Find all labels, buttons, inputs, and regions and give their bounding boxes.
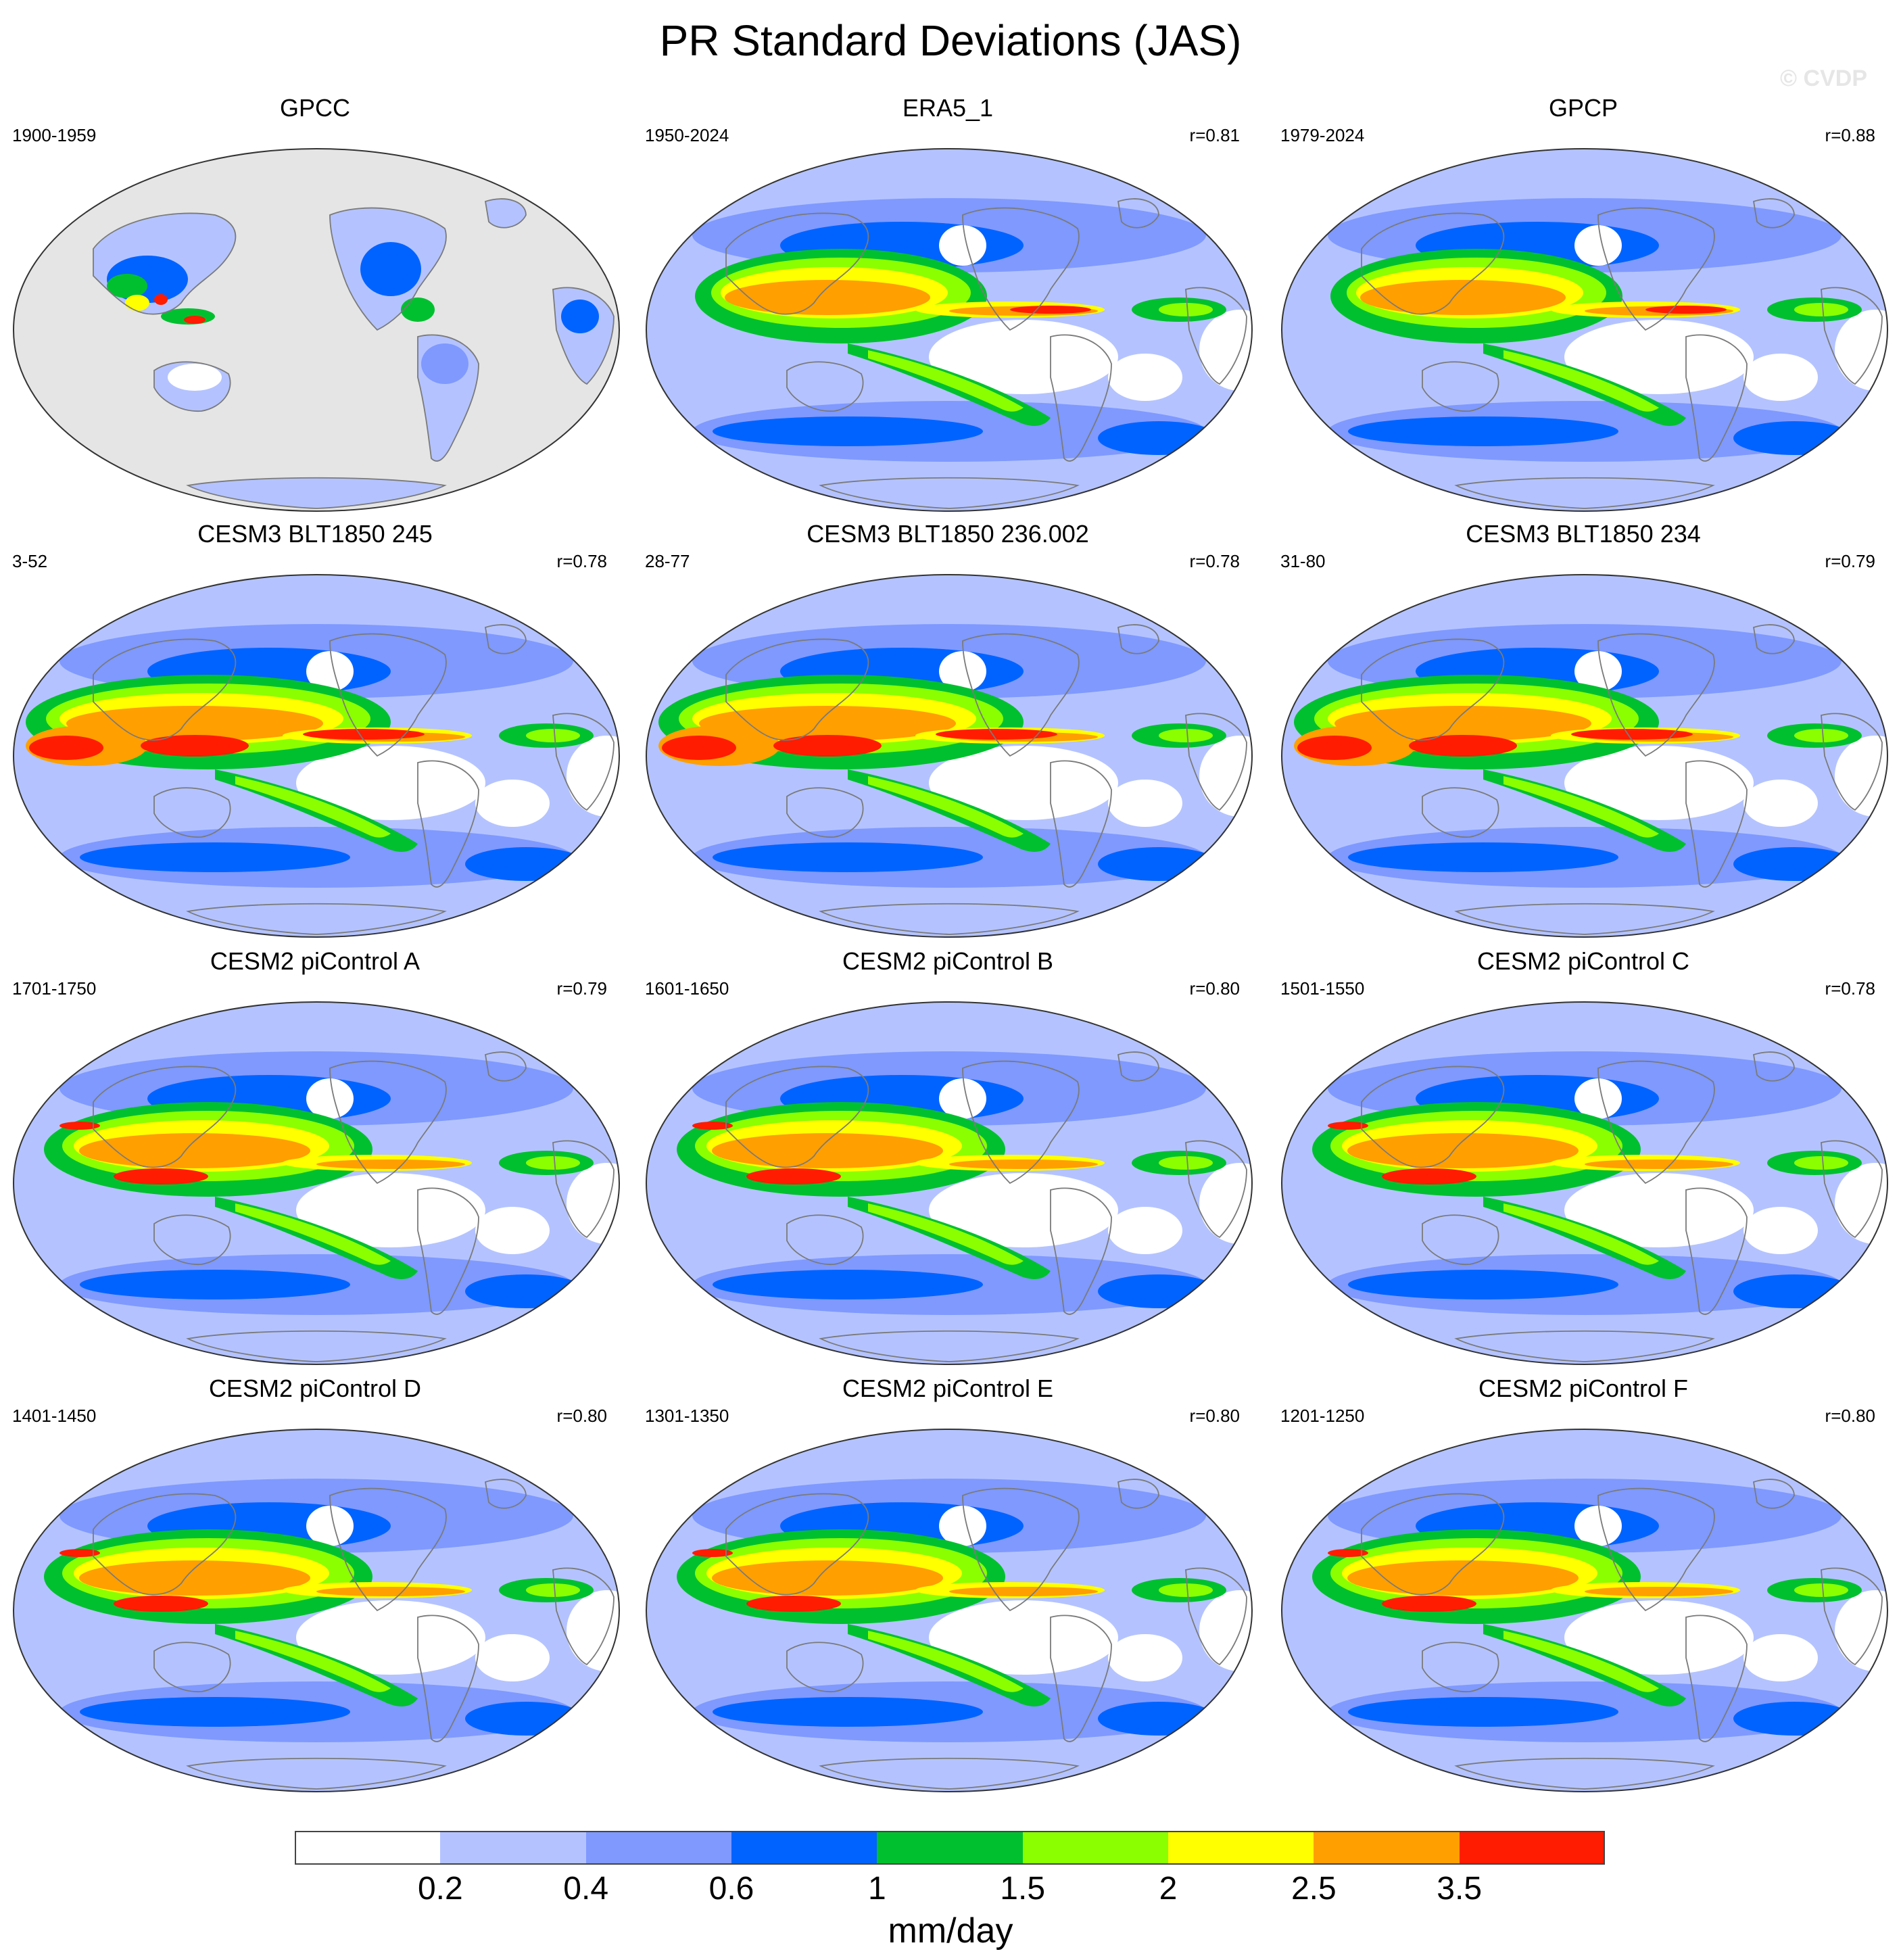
panel-correlation: r=0.88 [1825, 125, 1875, 145]
panel-correlation: r=0.81 [1189, 125, 1240, 145]
colorbar-tick-label: 3.5 [1437, 1871, 1483, 1907]
panel-period: 1979-2024 [1280, 125, 1365, 145]
panel-period: 1201-1250 [1280, 1406, 1365, 1426]
colorbar-swatch [1459, 1831, 1605, 1865]
colorbar-swatch [585, 1831, 731, 1865]
panel-period: 1301-1350 [645, 1406, 729, 1426]
projection-map [646, 1001, 1253, 1365]
map-panel: CESM2 piControl B 1601-1650 r=0.80 [637, 947, 1259, 1366]
panel-title: CESM3 BLT1850 234 [1466, 520, 1701, 548]
panel-correlation: r=0.80 [556, 1406, 607, 1426]
panel-period: 1501-1550 [1280, 978, 1365, 999]
panel-title: CESM2 piControl B [842, 947, 1054, 975]
colorbar-swatch [1314, 1831, 1460, 1865]
map-panel: CESM2 piControl D 1401-1450 r=0.80 [4, 1374, 626, 1793]
projection-map [13, 1429, 620, 1792]
colorbar-swatch [1168, 1831, 1314, 1865]
map-panel: CESM3 BLT1850 245 3-52 r=0.78 [4, 519, 626, 938]
colorbar-swatch [1022, 1831, 1168, 1865]
map-panel: CESM2 piControl A 1701-1750 r=0.79 [4, 947, 626, 1366]
projection-map [13, 148, 620, 512]
colorbar-tick-label: 1.5 [1000, 1871, 1046, 1907]
panel-correlation: r=0.79 [556, 978, 607, 999]
colorbar-swatch [877, 1831, 1023, 1865]
colorbar [295, 1831, 1605, 1866]
colorbar-tick-label: 0.6 [708, 1871, 754, 1907]
panel-correlation: r=0.78 [1825, 978, 1875, 999]
panel-period: 1601-1650 [645, 978, 729, 999]
panel-title: CESM2 piControl E [842, 1375, 1054, 1402]
projection-map [13, 574, 620, 938]
map-panel: GPCP 1979-2024 r=0.88 [1272, 93, 1894, 512]
colorbar-swatch [731, 1831, 877, 1865]
panel-correlation: r=0.80 [1189, 978, 1240, 999]
figure-title: PR Standard Deviations (JAS) [659, 16, 1242, 65]
panel-title: CESM2 piControl F [1478, 1375, 1689, 1402]
cvdp-watermark: © CVDP [1780, 66, 1867, 91]
map-panel: CESM3 BLT1850 236.002 28-77 r=0.78 [637, 519, 1259, 938]
map-panel: CESM2 piControl F 1201-1250 r=0.80 [1272, 1374, 1894, 1793]
map-panel: CESM2 piControl C 1501-1550 r=0.78 [1272, 947, 1894, 1366]
panel-title: CESM2 piControl D [208, 1375, 422, 1402]
projection-map [646, 1429, 1253, 1792]
panel-period: 1950-2024 [645, 125, 729, 145]
panel-correlation: r=0.80 [1825, 1406, 1875, 1426]
panel-period: 1401-1450 [12, 1406, 97, 1426]
colorbar-units: mm/day [888, 1911, 1013, 1951]
panel-period: 3-52 [12, 551, 48, 571]
panel-period: 28-77 [645, 551, 690, 571]
projection-map [13, 1001, 620, 1365]
map-panel: CESM3 BLT1850 234 31-80 r=0.79 [1272, 519, 1894, 938]
panel-title: ERA5_1 [902, 94, 994, 122]
panel-title: CESM3 BLT1850 245 [197, 520, 433, 548]
map-panel: ERA5_1 1950-2024 r=0.81 [637, 93, 1259, 512]
panel-correlation: r=0.80 [1189, 1406, 1240, 1426]
colorbar-swatch [440, 1831, 586, 1865]
colorbar-tick-label: 0.4 [563, 1871, 609, 1907]
map-panel: CESM2 piControl E 1301-1350 r=0.80 [637, 1374, 1259, 1793]
panel-period: 31-80 [1280, 551, 1326, 571]
panel-period: 1900-1959 [12, 125, 97, 145]
projection-map [646, 148, 1253, 512]
panel-title: GPCP [1548, 94, 1618, 122]
colorbar-tick-label: 0.2 [417, 1871, 463, 1907]
colorbar-tick-label: 2 [1159, 1871, 1178, 1907]
map-panel: GPCC 1900-1959 [4, 93, 626, 512]
projection-map [1281, 1429, 1888, 1792]
panel-period: 1701-1750 [12, 978, 97, 999]
projection-map [1281, 148, 1888, 512]
projection-map [1281, 1001, 1888, 1365]
projection-map [646, 574, 1253, 938]
panel-title: CESM2 piControl A [210, 947, 420, 975]
colorbar-tick-label: 1 [867, 1871, 886, 1907]
projection-map [1281, 574, 1888, 938]
panel-correlation: r=0.78 [1189, 551, 1240, 571]
panel-title: GPCC [279, 94, 350, 122]
panel-correlation: r=0.79 [1825, 551, 1875, 571]
colorbar-tick-label: 2.5 [1291, 1871, 1337, 1907]
colorbar-swatch [295, 1831, 441, 1865]
panel-correlation: r=0.78 [556, 551, 607, 571]
panel-title: CESM3 BLT1850 236.002 [807, 520, 1089, 548]
panel-title: CESM2 piControl C [1476, 947, 1690, 975]
